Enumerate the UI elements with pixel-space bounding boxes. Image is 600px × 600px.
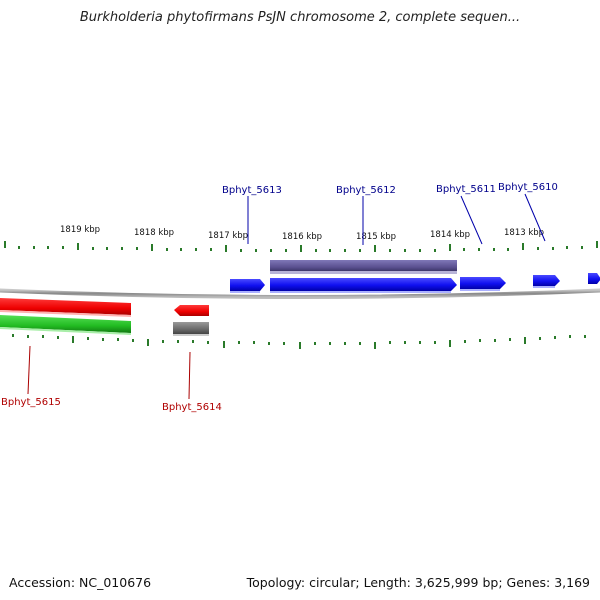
gene-arrow-reverse xyxy=(174,305,209,316)
scale-label: 1817 kbp xyxy=(208,231,248,241)
scale-label: 1814 kbp xyxy=(430,230,470,240)
gene-label-forward: Bphyt_5610 xyxy=(498,182,558,193)
gene-label-reverse: Bphyt_5614 xyxy=(162,402,222,413)
gene-arrow-forward xyxy=(460,277,506,291)
reverse-genes[interactable] xyxy=(0,298,209,317)
scale-ticks-bottom xyxy=(12,334,586,349)
gene-arrow-forward xyxy=(230,279,265,293)
scale-label: 1816 kbp xyxy=(282,232,322,242)
gene-arrow-forward xyxy=(588,273,600,284)
gene-label-forward: Bphyt_5613 xyxy=(222,185,282,196)
rna-feature-reverse-green[interactable] xyxy=(0,315,131,335)
gene-arrow-forward xyxy=(270,278,457,293)
forward-genes[interactable] xyxy=(230,273,600,293)
gene-label-forward: Bphyt_5612 xyxy=(336,185,396,196)
label-leaders xyxy=(27,193,546,400)
genome-summary-text: Topology: circular; Length: 3,625,999 bp… xyxy=(246,575,590,590)
accession-text: Accession: NC_010676 xyxy=(9,575,152,590)
gene-arrow-reverse xyxy=(0,298,131,317)
gene-label-reverse: Bphyt_5615 xyxy=(1,397,61,408)
rna-feature-forward[interactable] xyxy=(270,260,457,274)
rna-feature-reverse-gray[interactable] xyxy=(173,322,209,336)
map-title: Burkholderia phytofirmans PsJN chromosom… xyxy=(79,10,521,25)
scale-label: 1813 kbp xyxy=(504,228,544,238)
scale-label: 1818 kbp xyxy=(134,228,174,238)
scale-label: 1819 kbp xyxy=(60,225,100,235)
gene-label-forward: Bphyt_5611 xyxy=(436,184,496,195)
scale-labels: 1819 kbp 1818 kbp 1817 kbp 1816 kbp 1815… xyxy=(60,225,544,242)
gene-labels-forward: Bphyt_5613 Bphyt_5612 Bphyt_5611 Bphyt_5… xyxy=(222,182,558,196)
chromosome-backbone xyxy=(0,288,600,299)
gene-labels-reverse: Bphyt_5615 Bphyt_5614 xyxy=(1,397,222,413)
scale-ticks-top xyxy=(4,241,598,252)
gene-arrow-forward xyxy=(533,275,560,288)
scale-label: 1815 kbp xyxy=(356,232,396,242)
